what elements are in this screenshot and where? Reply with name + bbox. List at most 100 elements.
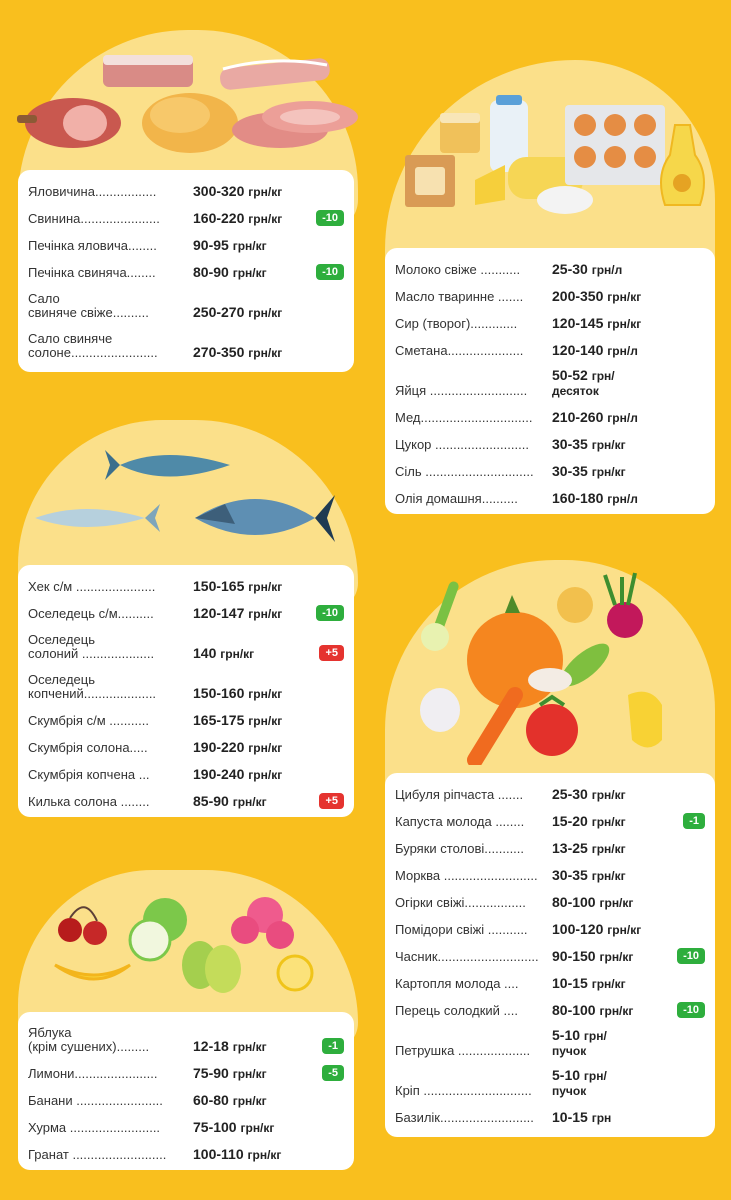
price-value: 25-30: [552, 261, 588, 277]
price-value: 15-20: [552, 813, 588, 829]
price-unit: грн/кг: [232, 795, 267, 809]
item-name: Оселедець солоний ....................: [28, 632, 155, 661]
item-name: Яловичина.................: [28, 184, 157, 199]
list-item: Мед............................... 210-26…: [395, 402, 705, 429]
list-item: Хурма ......................... 75-100 гр…: [28, 1112, 344, 1139]
price-unit: грн: [591, 1111, 612, 1125]
price-unit: грн/кг: [591, 815, 626, 829]
price-unit: грн/л: [607, 344, 638, 358]
vegetables-icon: [420, 572, 662, 765]
price-value: 210-260: [552, 409, 604, 425]
item-price: 30-35 грн/кг: [552, 464, 626, 479]
list-item: Морква .......................... 30-35 г…: [395, 860, 705, 887]
price-value: 5-10: [552, 1067, 581, 1083]
price-change-badge: -10: [316, 264, 344, 280]
item-name: Цибуля ріпчаста .......: [395, 787, 524, 802]
list-item: Скумбрія копчена ... 190-240 грн/кг: [28, 759, 344, 786]
price-value: 100-110: [193, 1146, 244, 1162]
list-item: Базилік.......................... 10-15 г…: [395, 1102, 705, 1129]
meat-card: Яловичина................. 300-320 грн/кг…: [18, 170, 354, 372]
fruits-card: Яблука (крім сушених)......... 12-18 грн/…: [18, 1012, 354, 1170]
item-price: 140 грн/кг: [193, 646, 254, 661]
item-price: 165-175 грн/кг: [193, 713, 282, 728]
item-price: 80-100 грн/кг: [552, 895, 633, 910]
price-unit: грн/кг: [607, 923, 642, 937]
price-unit: грн/кг: [248, 212, 283, 226]
list-item: Банани ........................ 60-80 грн…: [28, 1085, 344, 1112]
item-price: 80-100 грн/кг: [552, 1003, 633, 1018]
item-name: Морква ..........................: [395, 868, 538, 883]
price-change-badge: -10: [316, 210, 344, 226]
price-unit: грн/кг: [248, 346, 283, 360]
item-price: 25-30 грн/кг: [552, 787, 626, 802]
item-name: Часник............................: [395, 949, 539, 964]
fish-card: Хек с/м ...................... 150-165 гр…: [18, 565, 354, 817]
list-item: Кріп .............................. 5-10 …: [395, 1062, 705, 1102]
price-value: 30-35: [552, 867, 588, 883]
price-value: 190-220: [193, 739, 245, 755]
list-item: Сметана..................... 120-140 грн/…: [395, 335, 705, 362]
item-price: 10-15 грн: [552, 1110, 611, 1125]
price-value: 250-270: [193, 304, 245, 320]
item-name: Помідори свіжі ...........: [395, 922, 528, 937]
list-item: Сіль .............................. 30-35…: [395, 456, 705, 483]
item-price: 75-90 грн/кг: [193, 1066, 267, 1081]
list-item: Печінка свиняча........ 80-90 грн/кг -10: [28, 257, 344, 284]
price-value: 140: [193, 645, 217, 661]
price-unit: грн/кг: [599, 896, 634, 910]
list-item: Петрушка .................... 5-10 грн/ п…: [395, 1022, 705, 1062]
item-price: 100-120 грн/кг: [552, 922, 641, 937]
price-value: 12-18: [193, 1038, 229, 1054]
price-value: 150-160: [193, 685, 245, 701]
item-price: 13-25 грн/кг: [552, 841, 626, 856]
item-name: Гранат ..........................: [28, 1147, 167, 1162]
price-unit: грн/л: [607, 411, 638, 425]
price-unit: грн/кг: [591, 438, 626, 452]
price-unit: грн/кг: [232, 1067, 267, 1081]
item-name: Сир (творог).............: [395, 316, 518, 331]
price-value: 100-120: [552, 921, 604, 937]
price-unit: грн/кг: [240, 1121, 275, 1135]
item-price: 10-15 грн/кг: [552, 976, 626, 991]
price-value: 80-100: [552, 1002, 596, 1018]
price-value: 120-145: [552, 315, 604, 331]
price-unit: грн/кг: [248, 185, 283, 199]
price-value: 80-100: [552, 894, 596, 910]
item-name: Яблука (крім сушених).........: [28, 1025, 150, 1054]
item-name: Картопля молода ....: [395, 976, 519, 991]
price-change-badge: -10: [677, 1002, 705, 1018]
list-item: Капуста молода ........ 15-20 грн/кг -1: [395, 806, 705, 833]
price-value: 85-90: [193, 793, 229, 809]
list-item: Сало свиняче свіже.......... 250-270 грн/…: [28, 284, 344, 324]
list-item: Огірки свіжі................. 80-100 грн/…: [395, 887, 705, 914]
price-value: 120-140: [552, 342, 604, 358]
price-value: 270-350: [193, 344, 245, 360]
price-unit: грн/кг: [591, 869, 626, 883]
price-value: 5-10: [552, 1027, 581, 1043]
item-price: 190-220 грн/кг: [193, 740, 282, 755]
list-item: Масло тваринне ....... 200-350 грн/кг: [395, 281, 705, 308]
item-price: 270-350 грн/кг: [193, 345, 282, 360]
price-unit: грн/кг: [247, 1148, 282, 1162]
item-price: 50-52 грн/ десяток: [552, 368, 615, 398]
item-price: 150-165 грн/кг: [193, 579, 282, 594]
price-unit: грн/ пучок: [552, 1069, 607, 1098]
list-item: Гранат .......................... 100-110…: [28, 1139, 344, 1166]
item-price: 80-90 грн/кг: [193, 265, 267, 280]
item-name: Скумбрія с/м ...........: [28, 713, 149, 728]
list-item: Хек с/м ...................... 150-165 гр…: [28, 571, 344, 598]
item-price: 15-20 грн/кг: [552, 814, 626, 829]
list-item: Оселедець с/м.......... 120-147 грн/кг -10: [28, 598, 344, 625]
price-unit: грн/кг: [591, 465, 626, 479]
list-item: Цукор .......................... 30-35 гр…: [395, 429, 705, 456]
price-value: 200-350: [552, 288, 604, 304]
item-name: Олія домашня..........: [395, 491, 518, 506]
price-value: 160-220: [193, 210, 245, 226]
list-item: Картопля молода .... 10-15 грн/кг: [395, 968, 705, 995]
item-name: Капуста молода ........: [395, 814, 525, 829]
price-change-badge: -10: [316, 605, 344, 621]
list-item: Олія домашня.......... 160-180 грн/л: [395, 483, 705, 510]
item-price: 120-145 грн/кг: [552, 316, 641, 331]
price-value: 300-320: [193, 183, 245, 199]
item-price: 120-140 грн/л: [552, 343, 638, 358]
